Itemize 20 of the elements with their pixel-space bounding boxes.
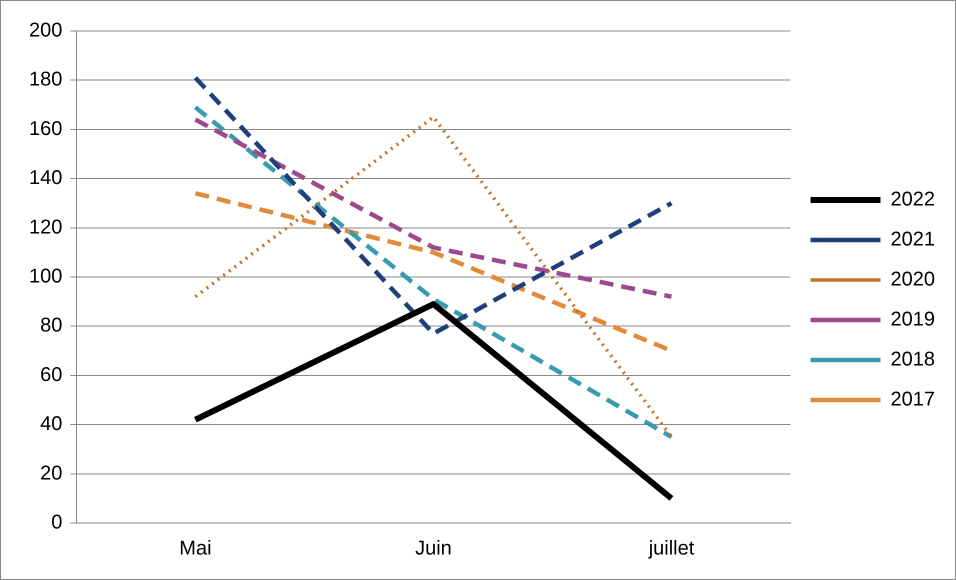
y-tick-label: 40 <box>40 413 62 436</box>
y-tick-label: 120 <box>28 216 62 238</box>
y-tick-label: 160 <box>28 118 62 140</box>
y-tick-label: 180 <box>28 68 62 91</box>
x-tick-label: Mai <box>179 538 212 560</box>
legend-label: 2022 <box>890 188 936 211</box>
y-tick-label: 20 <box>40 462 62 484</box>
legend-label: 2018 <box>890 348 936 371</box>
x-tick-label: Juin <box>415 538 452 560</box>
legend-label: 2021 <box>890 228 936 251</box>
legend-label: 2019 <box>890 308 936 331</box>
y-tick-label: 100 <box>28 266 62 288</box>
y-tick-label: 80 <box>40 314 62 337</box>
x-tick-label: juillet <box>648 538 695 560</box>
y-tick-label: 200 <box>28 20 62 42</box>
legend-label: 2017 <box>890 388 936 411</box>
y-tick-label: 0 <box>51 512 62 534</box>
y-tick-label: 60 <box>40 364 62 386</box>
legend-label: 2020 <box>890 268 936 291</box>
y-tick-label: 140 <box>28 167 62 190</box>
